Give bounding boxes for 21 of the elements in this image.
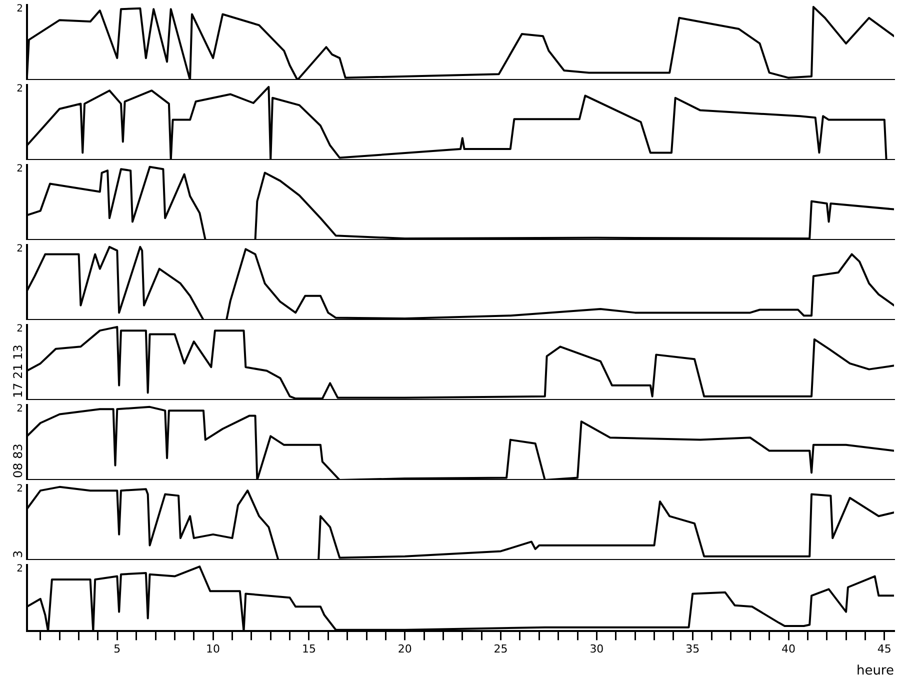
x-tick-label: 25 [494,642,508,656]
text: 2 [16,4,23,15]
text: 2 [16,84,23,95]
text: 3 [11,550,26,558]
x-tick-label: 10 [206,642,220,656]
x-tick-label: 35 [686,642,700,656]
text: 17 21 13 [11,344,26,398]
text: 2 [16,244,23,255]
text: 2 [16,564,23,575]
x-tick-label: 30 [590,642,604,656]
text: 2 [16,164,23,175]
text: 2 [16,484,23,495]
x-tick-label: 15 [302,642,316,656]
x-tick-label: 20 [398,642,412,656]
x-axis-title: heure [856,664,894,679]
x-tick-label: 40 [782,642,796,656]
text: 08 83 [11,444,26,478]
x-tick-label: 45 [877,642,892,656]
text: 2 [16,324,23,335]
x-tick-label: 5 [114,642,121,656]
text: 2 [16,404,23,415]
